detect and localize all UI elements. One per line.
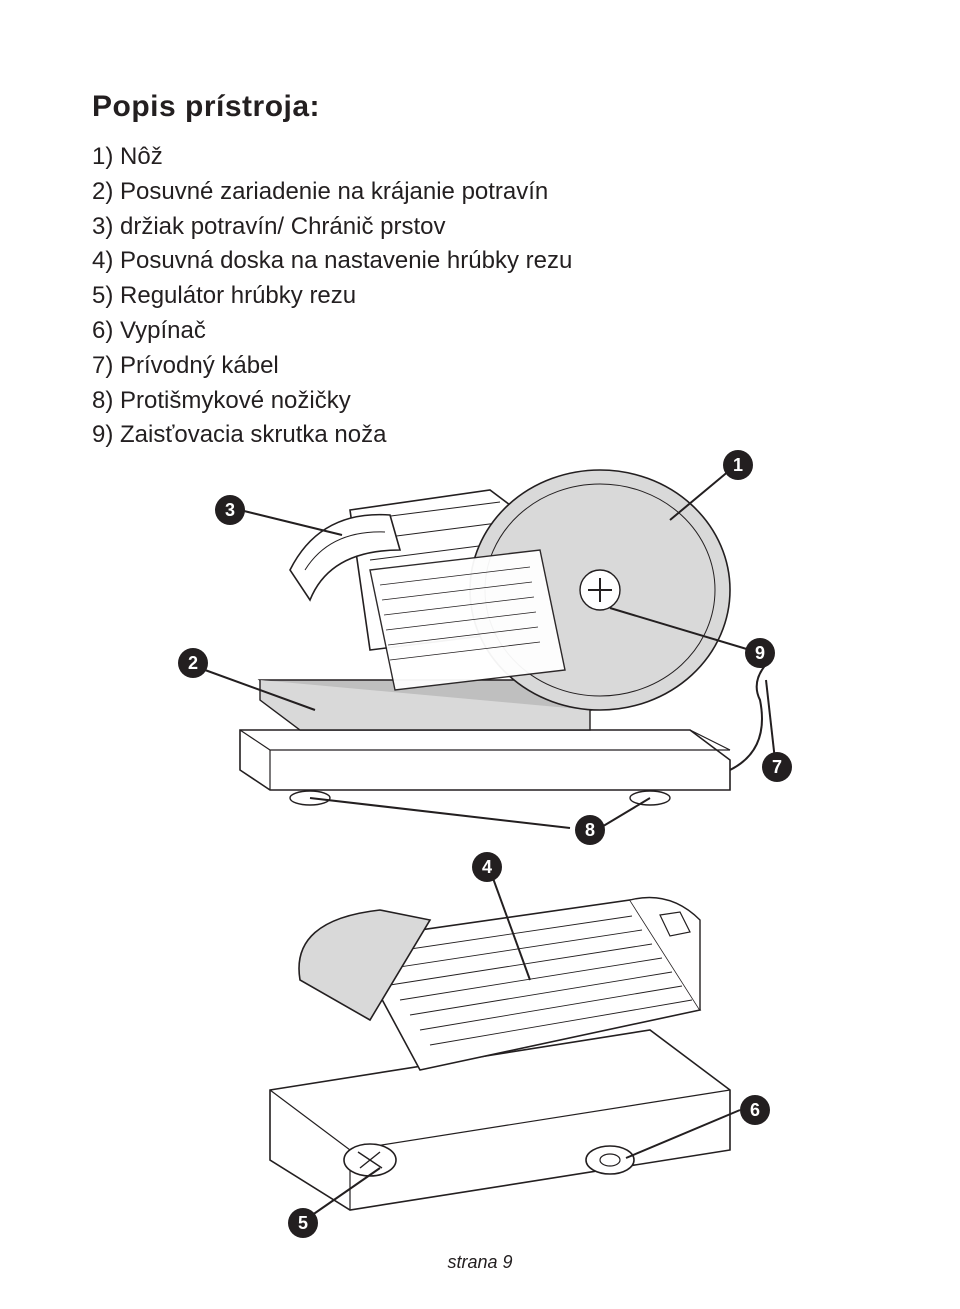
figure-bottom xyxy=(230,860,790,1230)
callout-4: 4 xyxy=(472,852,502,882)
figure-top xyxy=(170,450,810,830)
list-item: 8) Protišmykové nožičky xyxy=(92,384,572,419)
callout-2: 2 xyxy=(178,648,208,678)
callout-8: 8 xyxy=(575,815,605,845)
list-item: 7) Prívodný kábel xyxy=(92,349,572,384)
list-item: 1) Nôž xyxy=(92,140,572,175)
list-item: 6) Vypínač xyxy=(92,314,572,349)
list-item: 2) Posuvné zariadenie na krájanie potrav… xyxy=(92,175,572,210)
parts-list: 1) Nôž 2) Posuvné zariadenie na krájanie… xyxy=(92,140,572,453)
callout-7: 7 xyxy=(762,752,792,782)
list-item: 3) držiak potravín/ Chránič prstov xyxy=(92,210,572,245)
list-item: 5) Regulátor hrúbky rezu xyxy=(92,279,572,314)
list-item: 9) Zaisťovacia skrutka noža xyxy=(92,418,572,453)
page-footer: strana 9 xyxy=(0,1252,960,1273)
callout-1: 1 xyxy=(723,450,753,480)
callout-9: 9 xyxy=(745,638,775,668)
page-title: Popis prístroja: xyxy=(92,90,320,124)
list-item: 4) Posuvná doska na nastavenie hrúbky re… xyxy=(92,244,572,279)
callout-3: 3 xyxy=(215,495,245,525)
callout-6: 6 xyxy=(740,1095,770,1125)
callout-5: 5 xyxy=(288,1208,318,1238)
